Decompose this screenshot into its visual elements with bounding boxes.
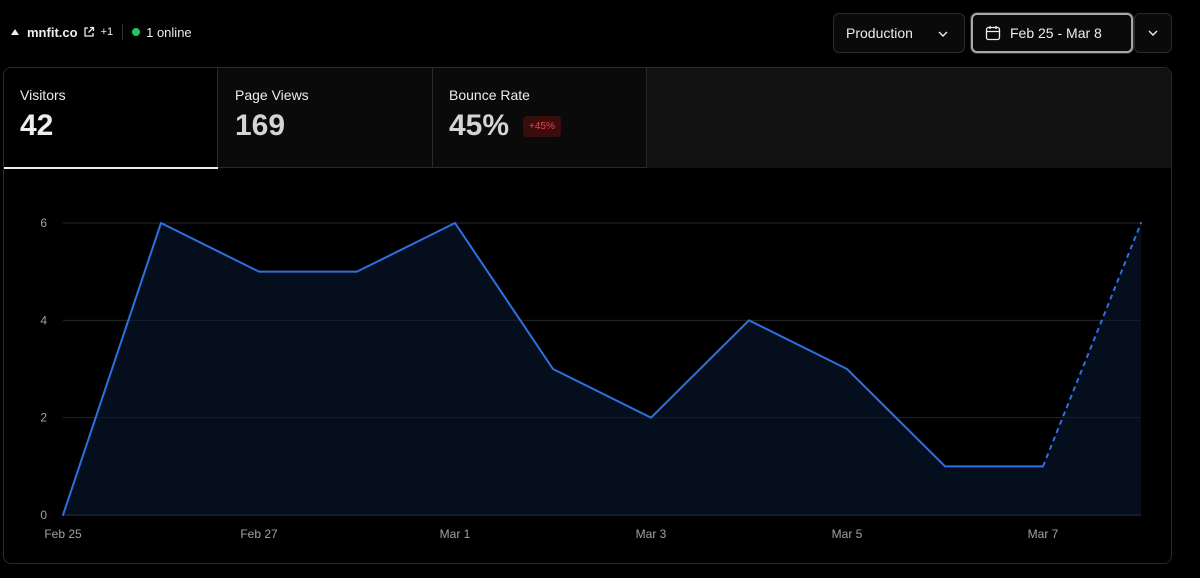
data-point: [454, 222, 456, 224]
change-badge: +45%: [523, 115, 561, 137]
divider: [122, 24, 124, 40]
online-status-dot-icon: [132, 28, 141, 36]
metric-label: Visitors: [20, 87, 66, 103]
analytics-card: Visitors 42 Page Views 169 Bounce Rate 4…: [3, 67, 1172, 564]
visitors-chart: 0 2 4 6 Feb 25 Feb 27 Mar 1 Mar 3 Mar 5 Mar 7: [40, 216, 1142, 541]
metric-tabs: Visitors 42 Page Views 169 Bounce Rate 4…: [4, 68, 1171, 169]
y-tick-label: 4: [40, 313, 47, 327]
online-count: 1 online: [146, 24, 192, 40]
tab-bounce-rate[interactable]: Bounce Rate 45% +45%: [433, 68, 647, 168]
site-name[interactable]: mnfit.co: [27, 24, 78, 40]
tab-visitors[interactable]: Visitors 42: [4, 68, 218, 169]
data-point: [160, 222, 162, 224]
external-link-icon[interactable]: [83, 26, 95, 38]
x-tick-label: Mar 5: [832, 527, 863, 541]
y-tick-label: 2: [40, 411, 47, 425]
data-point: [356, 270, 358, 273]
data-point: [552, 368, 554, 370]
data-point: [1042, 465, 1044, 468]
tabs-empty-area: [647, 68, 1171, 168]
series-line-projected: [1042, 222, 1142, 467]
tab-page-views[interactable]: Page Views 169: [219, 68, 433, 168]
data-point: [748, 319, 750, 322]
metric-label: Bounce Rate: [449, 87, 530, 103]
x-tick-label: Feb 27: [240, 527, 278, 541]
data-point: [846, 368, 848, 370]
data-point: [258, 270, 260, 273]
metric-label: Page Views: [235, 87, 309, 103]
environment-dropdown[interactable]: Production: [833, 13, 965, 53]
area-fill: [63, 223, 1141, 515]
y-tick-label: 6: [40, 216, 47, 230]
x-tick-label: Feb 25: [44, 527, 82, 541]
x-tick-label: Mar 3: [636, 527, 667, 541]
data-point: [944, 465, 946, 468]
x-tick-label: Mar 7: [1028, 527, 1059, 541]
date-range-label: Feb 25 - Mar 8: [1010, 25, 1102, 41]
data-point: [62, 514, 64, 516]
date-preset-dropdown[interactable]: [1134, 13, 1172, 53]
triangle-logo-icon: [11, 29, 19, 35]
chevron-down-icon: [938, 31, 948, 37]
y-tick-label: 0: [40, 508, 47, 522]
site-selector[interactable]: mnfit.co +1 1 online: [11, 24, 192, 40]
metric-value: 42: [20, 109, 54, 142]
environment-label: Production: [846, 25, 913, 41]
data-point: [650, 416, 652, 419]
data-point: [1140, 222, 1142, 224]
extra-sites-count[interactable]: +1: [100, 26, 114, 38]
date-range-picker[interactable]: Feb 25 - Mar 8: [971, 13, 1133, 53]
x-tick-label: Mar 1: [440, 527, 471, 541]
top-bar: mnfit.co +1 1 online Production Feb 25 -…: [0, 0, 1200, 66]
metric-value: 169: [235, 109, 286, 142]
chevron-down-icon: [1148, 30, 1158, 36]
calendar-icon: [985, 26, 1001, 41]
metric-value: 45%: [449, 109, 510, 142]
